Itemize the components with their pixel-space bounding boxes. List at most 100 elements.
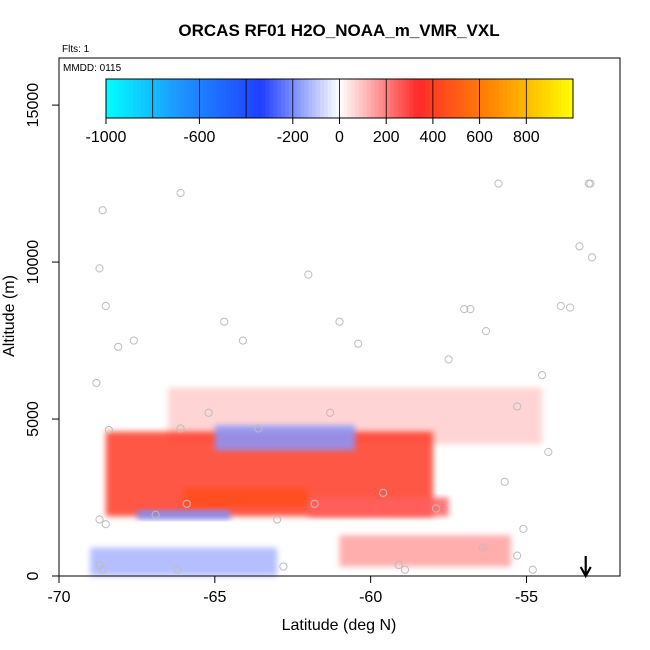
- y-axis-label: Altitude (m): [1, 275, 18, 357]
- colorbar-tick-label: 800: [513, 129, 540, 146]
- colorbar-cell: [172, 79, 177, 118]
- flight-direction-arrow: [579, 556, 592, 579]
- y-tick-label: 15000: [25, 83, 42, 128]
- colorbar-cell: [393, 79, 399, 118]
- colorbar-cell: [137, 79, 142, 118]
- colorbar-cell: [460, 79, 465, 118]
- colorbar-cell: [238, 79, 243, 118]
- colorbar-cell: [246, 79, 251, 118]
- sample-point: [173, 565, 182, 574]
- colorbar-cell: [537, 79, 543, 118]
- sample-point: [444, 355, 453, 364]
- colorbar-cell: [164, 79, 169, 118]
- sample-points: [92, 179, 597, 574]
- sample-point: [432, 504, 441, 513]
- colorbar-cell: [448, 79, 453, 118]
- sample-point: [478, 543, 487, 552]
- colorbar-cell: [214, 79, 220, 118]
- colorbar-cell: [113, 79, 119, 118]
- colorbar-cell: [316, 79, 321, 118]
- colorbar-cell: [436, 79, 442, 118]
- colorbar-cell: [565, 79, 570, 118]
- colorbar-cell: [133, 79, 138, 118]
- colorbar-cell: [464, 79, 469, 118]
- colorbar-cell: [390, 79, 395, 118]
- colorbar-cell: [222, 79, 228, 118]
- y-tick-label: 0: [25, 571, 42, 580]
- colorbar-cell: [187, 79, 193, 118]
- anomaly-field: [90, 387, 543, 576]
- colorbar-cell: [335, 79, 341, 118]
- colorbar-cell: [429, 79, 434, 118]
- colorbar-cell: [300, 79, 306, 118]
- sample-point: [176, 188, 185, 198]
- sample-point: [575, 242, 584, 251]
- colorbar-cell: [549, 79, 555, 118]
- colorbar-cell: [378, 79, 383, 118]
- arrow-head: [579, 566, 592, 579]
- y-tick-label: 10000: [25, 240, 42, 285]
- colorbar-cell: [374, 79, 380, 118]
- colorbar-cell: [440, 79, 446, 118]
- colorbar-cell: [553, 79, 559, 118]
- chart-title: ORCAS RF01 H2O_NOAA_m_VMR_VXL: [178, 21, 499, 40]
- colorbar-cell: [471, 79, 477, 118]
- colorbar-cell: [320, 79, 325, 118]
- colorbar-cell: [234, 79, 239, 118]
- sample-point: [310, 499, 319, 508]
- colorbar-cell: [160, 79, 165, 118]
- anomaly-patch-4: [308, 497, 449, 517]
- colorbar-cell: [323, 79, 329, 118]
- sample-point: [513, 551, 522, 560]
- colorbar-cell: [144, 79, 150, 118]
- colorbar-tick-label: -600: [183, 129, 215, 146]
- colorbar-cell: [327, 79, 333, 118]
- colorbar-cell: [409, 79, 415, 118]
- colorbar-tick-label: 0: [335, 129, 344, 146]
- x-tick-label: -55: [515, 589, 538, 606]
- colorbar-cell: [355, 79, 360, 118]
- colorbar-cell: [249, 79, 255, 118]
- colorbar-cell: [506, 79, 512, 118]
- colorbar-cell: [288, 79, 294, 118]
- colorbar-cell: [510, 79, 516, 118]
- colorbar-cell: [432, 79, 438, 118]
- colorbar-cell: [444, 79, 450, 118]
- colorbar-cell: [483, 79, 488, 118]
- anomaly-patch-7: [90, 547, 278, 576]
- colorbar-tick-label: -1000: [86, 129, 127, 146]
- colorbar-cell: [502, 79, 508, 118]
- colorbar: -1000 -600 -200 0 200 400 600 800: [86, 78, 574, 146]
- colorbar-cell: [421, 79, 426, 118]
- anomaly-patch-5: [214, 425, 356, 451]
- sample-point: [513, 402, 522, 411]
- sample-point: [354, 339, 363, 348]
- date-label: MMDD: 0115: [63, 63, 122, 74]
- colorbar-cell: [242, 79, 247, 118]
- x-tick-label: -70: [47, 589, 70, 606]
- colorbar-cell: [106, 79, 111, 118]
- colorbar-cell: [277, 79, 282, 118]
- colorbar-cell: [452, 79, 457, 118]
- colorbar-cell: [514, 79, 520, 118]
- colorbar-cell: [386, 79, 391, 118]
- colorbar-cell: [148, 79, 154, 118]
- colorbar-cell: [141, 79, 146, 118]
- sample-point: [481, 327, 491, 336]
- y-axis: 0 5000 10000 15000: [25, 83, 59, 580]
- colorbar-tick-label: 200: [373, 129, 400, 146]
- colorbar-cell: [296, 79, 302, 118]
- colorbar-cell: [467, 79, 473, 118]
- colorbar-cell: [156, 79, 162, 118]
- colorbar-cell: [475, 79, 481, 118]
- colorbar-cell: [312, 79, 317, 118]
- sample-point: [114, 342, 123, 351]
- colorbar-cell: [339, 79, 344, 118]
- colorbar-cell: [561, 79, 566, 118]
- colorbar-cell: [191, 79, 197, 118]
- colorbar-cell: [117, 79, 123, 118]
- colorbar-cell: [487, 79, 492, 118]
- colorbar-cell: [211, 79, 216, 118]
- sample-point: [400, 565, 410, 574]
